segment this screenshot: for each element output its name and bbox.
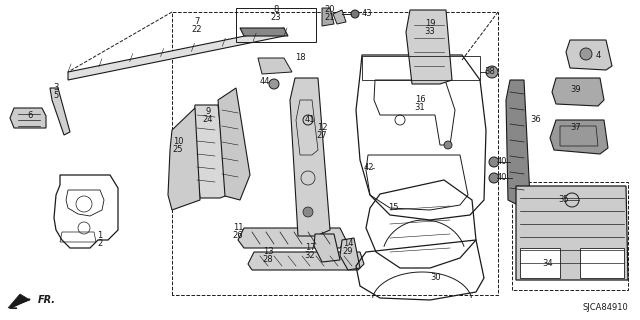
Polygon shape [50,88,70,135]
Text: FR.: FR. [38,295,56,305]
Text: 27: 27 [317,132,327,140]
Text: 7: 7 [195,18,200,27]
Polygon shape [168,108,200,210]
Circle shape [269,79,279,89]
Polygon shape [566,40,612,70]
Polygon shape [552,78,604,106]
Text: 38: 38 [484,68,495,76]
Text: 34: 34 [543,260,554,268]
Text: 40: 40 [497,157,508,166]
Polygon shape [240,28,288,36]
Text: 22: 22 [192,26,202,35]
Text: 2: 2 [97,239,102,249]
Circle shape [489,157,499,167]
Text: 40: 40 [497,173,508,182]
Text: 37: 37 [571,124,581,132]
Polygon shape [68,28,284,80]
Circle shape [489,173,499,183]
Polygon shape [10,108,46,128]
Circle shape [486,66,498,78]
Text: 18: 18 [295,53,306,62]
Polygon shape [248,252,364,270]
Polygon shape [516,186,628,280]
Polygon shape [218,88,250,200]
Text: 26: 26 [233,231,243,241]
Polygon shape [406,10,452,84]
Polygon shape [333,10,346,24]
Text: 32: 32 [305,252,316,260]
Polygon shape [340,238,360,270]
Text: 41: 41 [305,116,316,124]
Polygon shape [550,120,608,154]
Text: 19: 19 [425,20,435,28]
Text: 30: 30 [431,274,442,283]
Text: 43: 43 [362,10,372,19]
Polygon shape [580,248,624,278]
Text: 44: 44 [259,77,270,86]
Text: 20: 20 [324,5,335,14]
Text: 25: 25 [173,146,183,155]
Text: 1: 1 [97,231,102,241]
Text: 11: 11 [233,223,243,233]
Text: 33: 33 [424,28,435,36]
Text: 39: 39 [571,85,581,94]
Text: 8: 8 [273,5,278,14]
Text: 35: 35 [558,196,568,204]
Text: 23: 23 [271,13,282,22]
Polygon shape [258,58,292,74]
Text: SJCA84910: SJCA84910 [582,303,628,312]
Polygon shape [238,228,346,248]
Text: 21: 21 [324,13,335,22]
Polygon shape [322,8,334,26]
Text: 15: 15 [388,204,399,212]
Circle shape [351,10,359,18]
Text: 31: 31 [415,103,426,113]
Polygon shape [506,80,530,204]
Text: 29: 29 [343,247,353,257]
Text: 5: 5 [53,92,59,100]
Text: 28: 28 [262,255,273,265]
Circle shape [303,207,313,217]
Polygon shape [290,78,330,236]
Polygon shape [520,248,560,278]
Polygon shape [193,105,228,198]
Text: 4: 4 [595,52,600,60]
Text: 17: 17 [305,244,316,252]
Polygon shape [314,234,340,262]
Text: 42: 42 [364,164,374,172]
Text: 14: 14 [343,239,353,249]
Text: 36: 36 [530,116,541,124]
Text: 24: 24 [203,116,213,124]
Text: 6: 6 [28,110,33,119]
Circle shape [444,141,452,149]
Text: 13: 13 [262,247,273,257]
Text: 12: 12 [317,124,327,132]
Text: 10: 10 [173,138,183,147]
Text: 3: 3 [53,84,59,92]
Text: 9: 9 [205,108,211,116]
Polygon shape [8,294,30,308]
Text: 16: 16 [415,95,426,105]
Circle shape [580,48,592,60]
